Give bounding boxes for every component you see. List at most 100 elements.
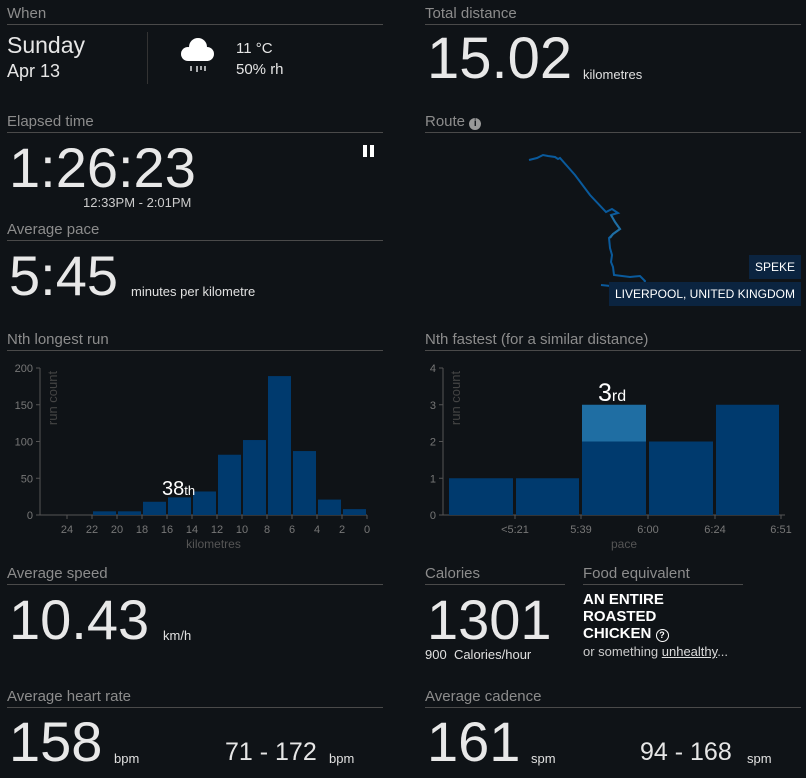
cadence-range-unit: spm bbox=[747, 751, 772, 766]
y-tick-label: 150 bbox=[15, 400, 33, 412]
x-tick-label: 12 bbox=[211, 524, 223, 536]
pace-bar bbox=[582, 441, 646, 515]
y-tick-label: 2 bbox=[430, 437, 436, 449]
temperature: 11 °C bbox=[236, 40, 273, 57]
help-icon[interactable]: ? bbox=[655, 629, 669, 642]
histogram-bar bbox=[93, 511, 116, 515]
y-tick-label: 200 bbox=[15, 363, 33, 375]
food-equivalent: AN ENTIRE ROASTED CHICKEN ? bbox=[583, 591, 669, 642]
x-tick-label: 10 bbox=[236, 524, 248, 536]
calories-rate-unit: Calories/hour bbox=[453, 647, 532, 662]
pace-bar bbox=[649, 441, 713, 515]
fastest-rank: 3rd bbox=[598, 379, 626, 408]
rain-cloud-icon bbox=[176, 34, 220, 76]
elapsed-value: 1:26:23 bbox=[9, 136, 196, 199]
x-axis-label: kilometres bbox=[186, 537, 241, 551]
date: Apr 13 bbox=[7, 61, 61, 81]
heart-value: 158 bbox=[9, 710, 103, 773]
x-axis-label: pace bbox=[611, 537, 637, 551]
calories-value: 1301 bbox=[427, 588, 552, 651]
rank-suffix: th bbox=[184, 483, 196, 498]
cadence-unit: spm bbox=[531, 751, 556, 766]
fastest-label: Nth fastest (for a similar distance) bbox=[425, 331, 801, 351]
x-tick-label: 16 bbox=[161, 524, 173, 536]
x-tick-label: 6:51 bbox=[770, 524, 791, 536]
humidity: 50% rh bbox=[236, 61, 284, 78]
food-label: Food equivalent bbox=[583, 565, 743, 585]
longest-label: Nth longest run bbox=[7, 331, 383, 351]
calories-label: Calories bbox=[425, 565, 565, 585]
histogram-bar bbox=[293, 451, 316, 515]
histogram-bar bbox=[193, 491, 216, 515]
longest-rank: 38th bbox=[162, 478, 195, 501]
distance-unit: kilometres bbox=[583, 67, 643, 82]
x-tick-label: 0 bbox=[364, 524, 370, 536]
histogram-bar bbox=[218, 454, 241, 515]
y-tick-label: 100 bbox=[15, 437, 33, 449]
cadence-label: Average cadence bbox=[425, 688, 801, 708]
elapsed-label: Elapsed time bbox=[7, 113, 383, 133]
food-line: AN ENTIRE bbox=[583, 591, 664, 608]
pause-icon[interactable] bbox=[363, 145, 375, 157]
cadence-value: 161 bbox=[427, 710, 521, 773]
y-tick-label: 4 bbox=[430, 363, 436, 375]
histogram-bar bbox=[343, 509, 366, 515]
elapsed-range: 12:33PM - 2:01PM bbox=[83, 195, 192, 210]
histogram-bar bbox=[168, 497, 191, 515]
place-label: LIVERPOOL, UNITED KINGDOM bbox=[608, 282, 801, 306]
divider bbox=[147, 32, 148, 84]
x-tick-label: <5:21 bbox=[501, 524, 529, 536]
x-tick-label: 6 bbox=[289, 524, 295, 536]
x-tick-label: 8 bbox=[264, 524, 270, 536]
food-line: ROASTED bbox=[583, 608, 657, 625]
speed-value: 10.43 bbox=[9, 588, 150, 651]
x-tick-label: 14 bbox=[186, 524, 198, 536]
heart-unit: bpm bbox=[114, 751, 140, 766]
x-tick-label: 22 bbox=[86, 524, 98, 536]
pace-label: Average pace bbox=[7, 221, 383, 241]
x-tick-label: 6:24 bbox=[704, 524, 725, 536]
x-tick-label: 24 bbox=[61, 524, 73, 536]
heart-range: 71 - 172 bbox=[225, 738, 317, 766]
distance-label: Total distance bbox=[425, 5, 801, 25]
x-tick-label: 5:39 bbox=[570, 524, 591, 536]
x-tick-label: 2 bbox=[339, 524, 345, 536]
food-sub: or something bbox=[583, 644, 662, 659]
heart-label: Average heart rate bbox=[7, 688, 383, 708]
y-axis-label: run count bbox=[45, 371, 60, 426]
pace-bar bbox=[716, 404, 779, 515]
highlight-bar bbox=[582, 404, 646, 442]
y-tick-label: 0 bbox=[27, 510, 33, 522]
rank-suffix: rd bbox=[611, 388, 627, 405]
rank-number: 3 bbox=[598, 379, 612, 407]
when-label: When bbox=[7, 5, 383, 25]
calories-rate: 900 bbox=[425, 647, 447, 662]
route-label: Route i bbox=[425, 113, 801, 133]
histogram-bar bbox=[118, 511, 141, 515]
food-sub-suffix: ... bbox=[717, 644, 729, 659]
unhealthy-link[interactable]: unhealthy bbox=[661, 644, 718, 659]
x-tick-label: 18 bbox=[136, 524, 148, 536]
y-tick-label: 50 bbox=[21, 473, 33, 485]
cadence-range: 94 - 168 bbox=[640, 738, 732, 766]
day: Sunday bbox=[7, 32, 86, 58]
y-axis-label: run count bbox=[448, 371, 463, 426]
rank-number: 38 bbox=[162, 478, 185, 500]
pace-bar bbox=[516, 478, 579, 515]
y-tick-label: 1 bbox=[430, 473, 436, 485]
distance-value: 15.02 bbox=[427, 26, 573, 91]
route-label-text: Route bbox=[425, 113, 466, 130]
heart-range-unit: bpm bbox=[329, 751, 355, 766]
pace-unit: minutes per kilometre bbox=[131, 284, 256, 299]
histogram-bar bbox=[143, 501, 166, 515]
food-line: CHICKEN bbox=[583, 625, 652, 642]
speed-unit: km/h bbox=[163, 628, 192, 643]
info-icon[interactable]: i bbox=[469, 118, 482, 130]
histogram-bar bbox=[243, 440, 266, 515]
pace-value: 5:45 bbox=[9, 244, 118, 307]
y-tick-label: 0 bbox=[430, 510, 436, 522]
pace-bar bbox=[449, 478, 513, 515]
place-label: SPEKE bbox=[748, 255, 801, 279]
x-tick-label: 6:00 bbox=[637, 524, 658, 536]
